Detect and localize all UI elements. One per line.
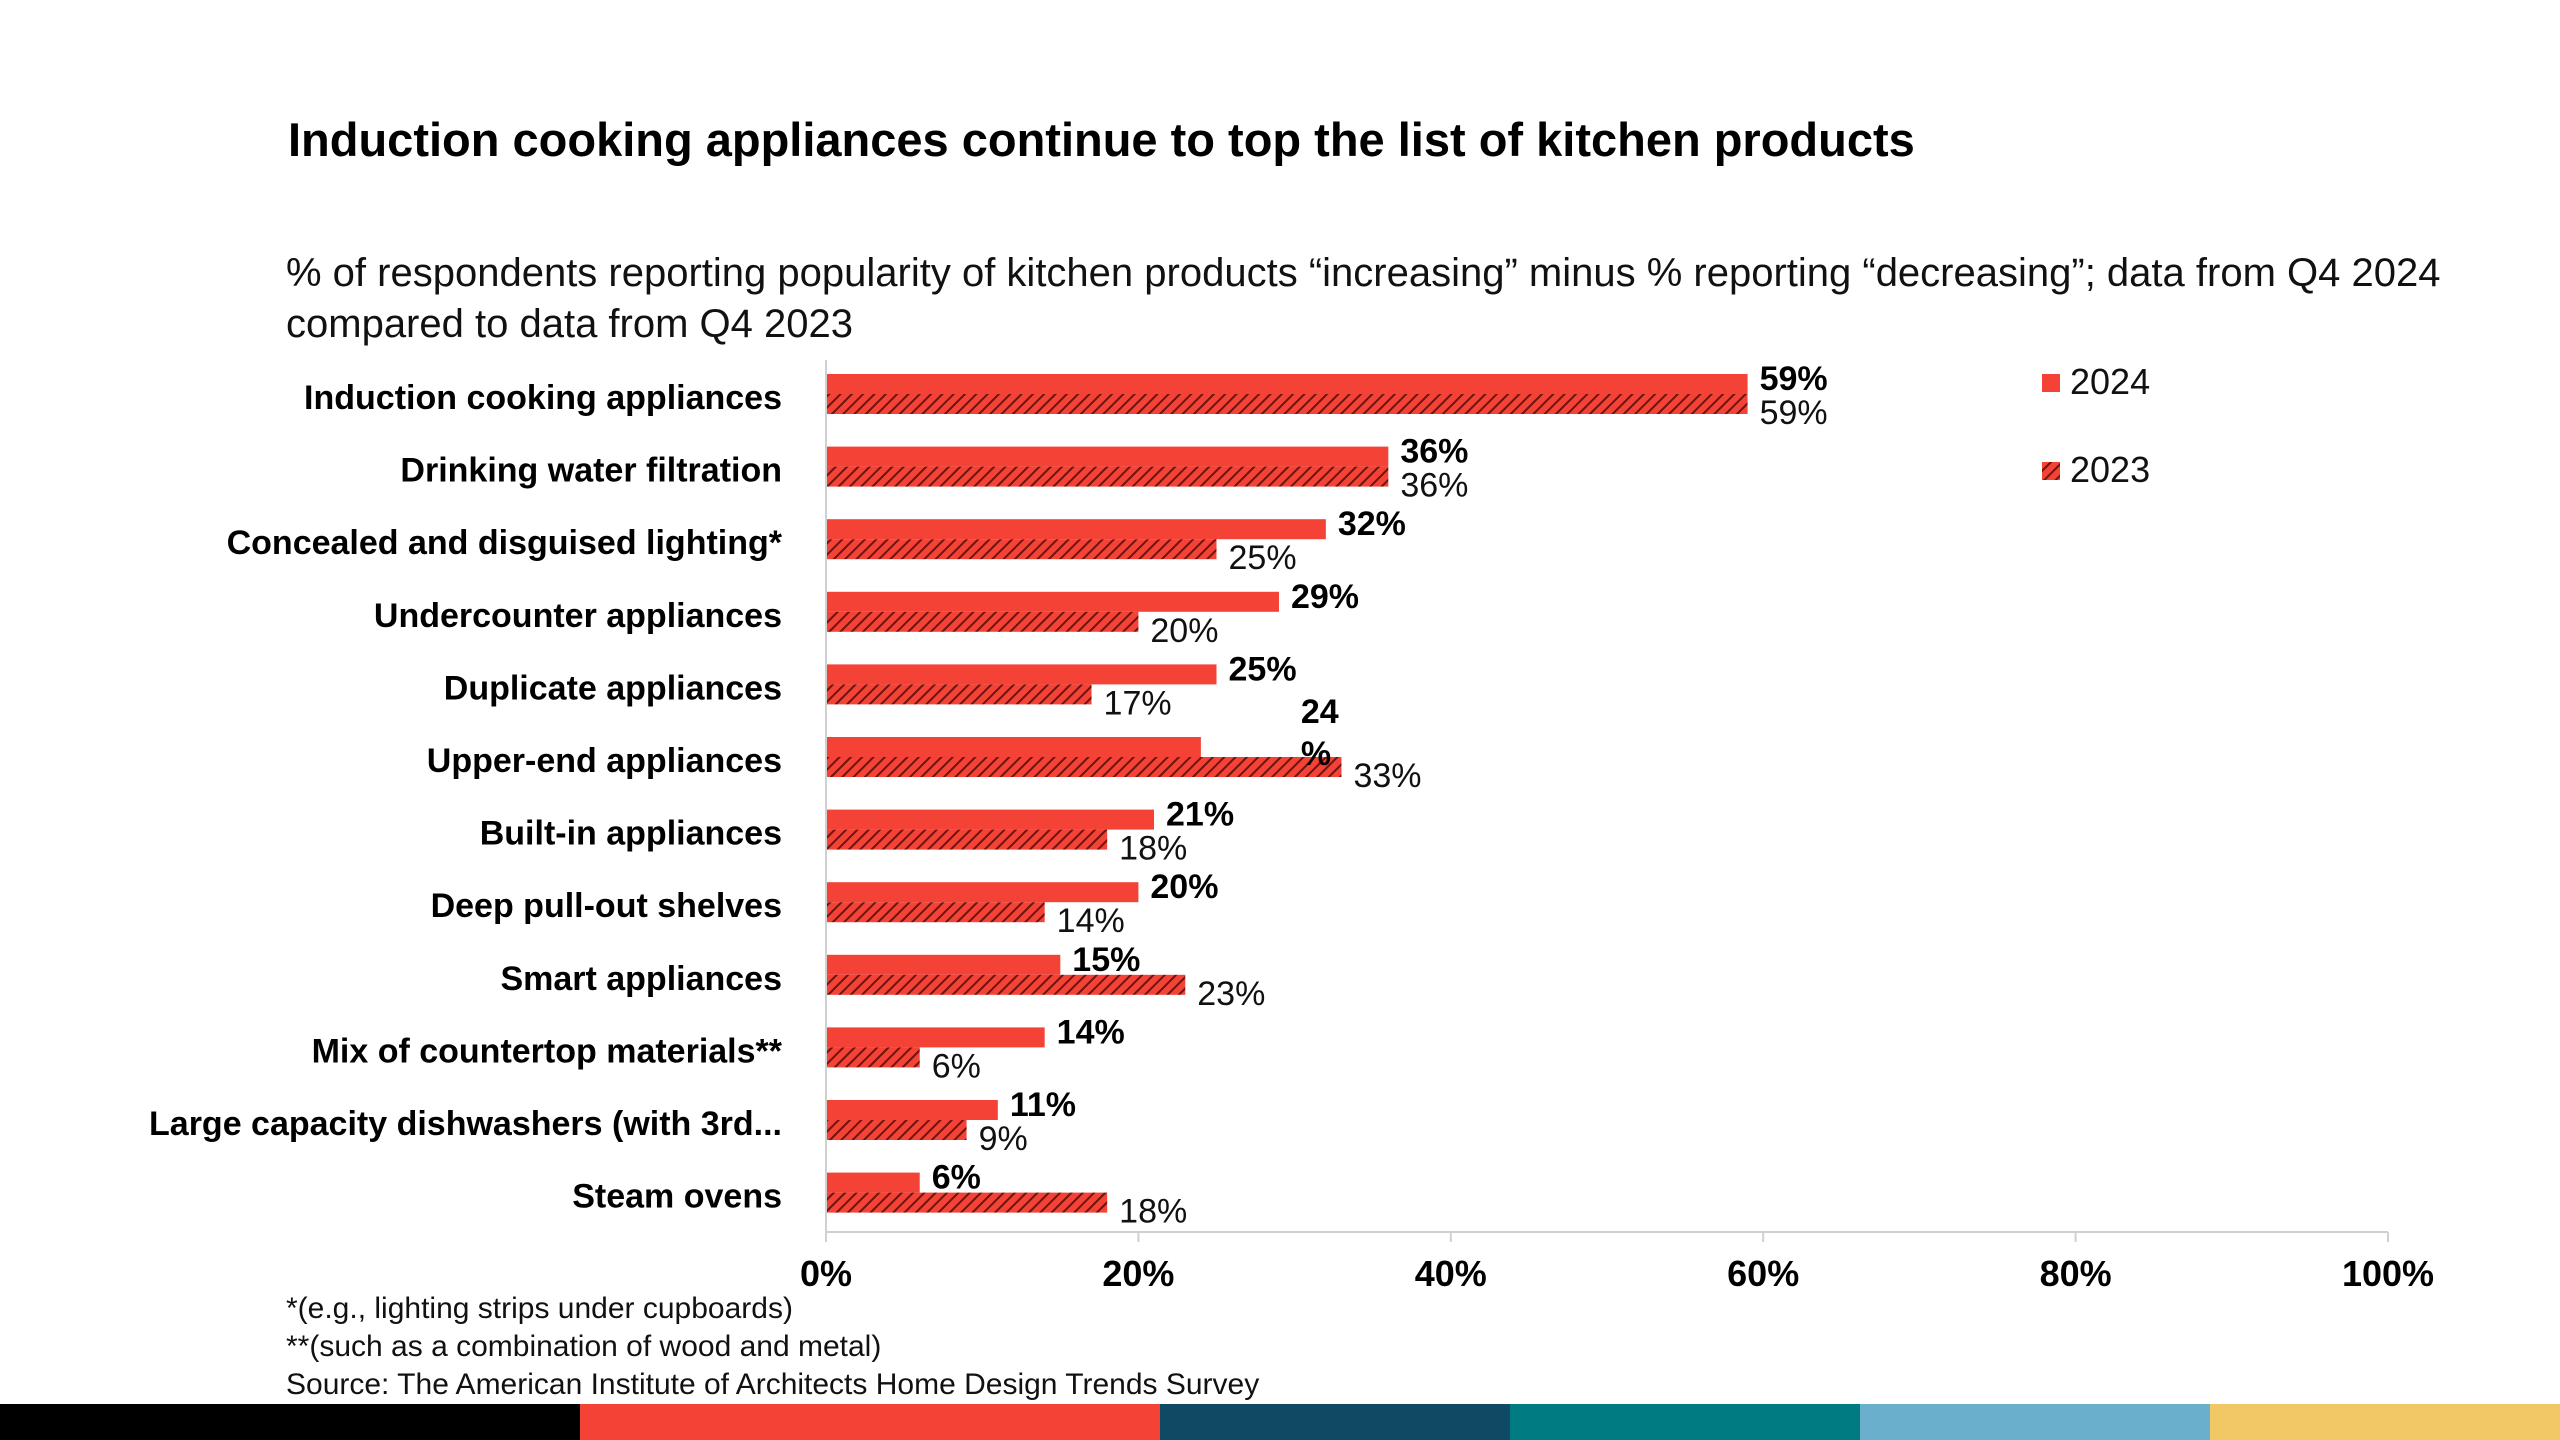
data-label-2024-line: 32% xyxy=(1338,505,1406,543)
chart-subtitle: % of respondents reporting popularity of… xyxy=(286,251,2441,346)
data-label-2024: 20% xyxy=(1150,868,1218,906)
legend-swatch-2024 xyxy=(2042,374,2060,392)
data-label-2023: 18% xyxy=(1119,1193,1187,1231)
category-label: Mix of countertop materials** xyxy=(312,1032,783,1070)
data-label-2024: 59% xyxy=(1760,360,1828,398)
bar-2024 xyxy=(826,1027,1045,1048)
data-label-2024: 11% xyxy=(1010,1086,1076,1124)
bar-2024 xyxy=(826,737,1201,757)
source-note: Source: The American Institute of Archit… xyxy=(286,1368,1260,1401)
data-label-2024: 21% xyxy=(1166,796,1234,834)
data-label-2024-line: 25% xyxy=(1229,650,1297,688)
bar-chart: Induction cooking appliances 59%59% Drinki… xyxy=(149,360,2434,1290)
bar-2023 xyxy=(826,684,1092,705)
data-label-2023: 6% xyxy=(932,1047,981,1085)
bar-2023 xyxy=(826,1120,967,1140)
bar-2023 xyxy=(826,539,1217,560)
data-label-2023: 23% xyxy=(1197,975,1265,1013)
bar-2024 xyxy=(826,519,1326,540)
bar-2024 xyxy=(826,1172,920,1193)
bar-2023 xyxy=(826,1047,920,1068)
data-label-2023: 33% xyxy=(1353,757,1421,795)
bar-2024 xyxy=(826,809,1155,830)
data-label-2024: 29% xyxy=(1291,578,1359,616)
footer-segment xyxy=(2210,1404,2560,1440)
data-label-2024: 25% xyxy=(1229,650,1297,688)
footer-segment xyxy=(1160,1404,1510,1440)
legend-label-2024: 2024 xyxy=(2070,361,2150,402)
category-label: Steam ovens xyxy=(572,1178,782,1216)
data-label-2024-line: 14% xyxy=(1057,1013,1125,1051)
data-label-2023: 59% xyxy=(1760,394,1828,432)
x-tick-label: 100% xyxy=(2342,1253,2434,1290)
bar-2024 xyxy=(826,664,1217,685)
footer-segment xyxy=(0,1404,580,1440)
data-label-2023: 25% xyxy=(1229,539,1297,577)
bar-2024 xyxy=(826,591,1279,612)
bar-2024 xyxy=(826,954,1061,975)
data-label-2024-line: 24 xyxy=(1301,693,1339,731)
bar-2023 xyxy=(826,611,1139,632)
bar-2023 xyxy=(826,902,1045,923)
data-label-2024-line: % xyxy=(1301,735,1331,773)
data-label-2024: 32% xyxy=(1338,505,1406,543)
footer-segment xyxy=(580,1404,1160,1440)
data-label-2024: 6% xyxy=(932,1159,981,1197)
category-label: Upper-end appliances xyxy=(427,742,782,780)
legend-label-2023: 2023 xyxy=(2070,449,2150,490)
x-tick-label: 0% xyxy=(800,1253,852,1290)
data-label-2024-line: 36% xyxy=(1400,433,1468,471)
category-label: Induction cooking appliances xyxy=(304,379,782,417)
x-tick-label: 80% xyxy=(2040,1253,2112,1290)
data-label-2024-line: 21% xyxy=(1166,796,1234,834)
data-label-2024: 14% xyxy=(1057,1013,1125,1051)
data-label-2024-line: 29% xyxy=(1291,578,1359,616)
x-tick-label: 40% xyxy=(1415,1253,1487,1290)
data-label-2024: 24% xyxy=(1301,693,1339,773)
data-label-2024: 15% xyxy=(1072,941,1140,979)
category-label: Duplicate appliances xyxy=(444,669,782,707)
bar-2023 xyxy=(826,1192,1108,1213)
data-label-2023: 9% xyxy=(979,1120,1028,1158)
data-label-2023: 17% xyxy=(1104,684,1172,722)
footer-segment xyxy=(1860,1404,2210,1440)
footer-color-bar xyxy=(0,1404,2560,1440)
category-label: Undercounter appliances xyxy=(374,597,782,635)
category-label: Built-in appliances xyxy=(480,815,782,853)
bar-2024 xyxy=(826,374,1748,394)
category-label: Deep pull-out shelves xyxy=(431,887,782,925)
data-label-2024-line: 15% xyxy=(1072,941,1140,979)
category-label: Drinking water filtration xyxy=(400,452,782,490)
bar-2023 xyxy=(826,394,1748,414)
footnotes: *(e.g., lighting strips under cupboards)… xyxy=(286,1290,1259,1404)
bar-2023 xyxy=(826,974,1186,995)
category-label: Large capacity dishwashers (with 3rd... xyxy=(149,1105,782,1143)
x-tick-label: 20% xyxy=(1102,1253,1174,1290)
bar-2024 xyxy=(826,882,1139,903)
bar-2024 xyxy=(826,446,1389,467)
data-label-2024-line: 11% xyxy=(1010,1086,1076,1124)
x-tick-label: 60% xyxy=(1727,1253,1799,1290)
footnote-lighting: *(e.g., lighting strips under cupboards) xyxy=(286,1292,793,1325)
chart-title: Induction cooking appliances continue to… xyxy=(288,113,1915,166)
data-label-2024-line: 59% xyxy=(1760,360,1828,398)
bar-2023 xyxy=(826,466,1389,487)
data-label-2023: 36% xyxy=(1400,467,1468,505)
data-label-2024-line: 20% xyxy=(1150,868,1218,906)
data-label-2024-line: 6% xyxy=(932,1159,981,1197)
data-label-2023: 18% xyxy=(1119,830,1187,868)
data-label-2023: 14% xyxy=(1057,902,1125,940)
footnote-countertop: **(such as a combination of wood and met… xyxy=(286,1330,882,1363)
bar-2023 xyxy=(826,829,1108,850)
footer-segment xyxy=(1510,1404,1860,1440)
bar-2024 xyxy=(826,1100,998,1120)
data-label-2023: 20% xyxy=(1150,612,1218,650)
bar-2023 xyxy=(826,757,1342,777)
category-label: Concealed and disguised lighting* xyxy=(227,524,783,562)
data-label-2024: 36% xyxy=(1400,433,1468,471)
category-label: Smart appliances xyxy=(500,960,782,998)
legend-swatch-2023 xyxy=(2042,462,2060,480)
